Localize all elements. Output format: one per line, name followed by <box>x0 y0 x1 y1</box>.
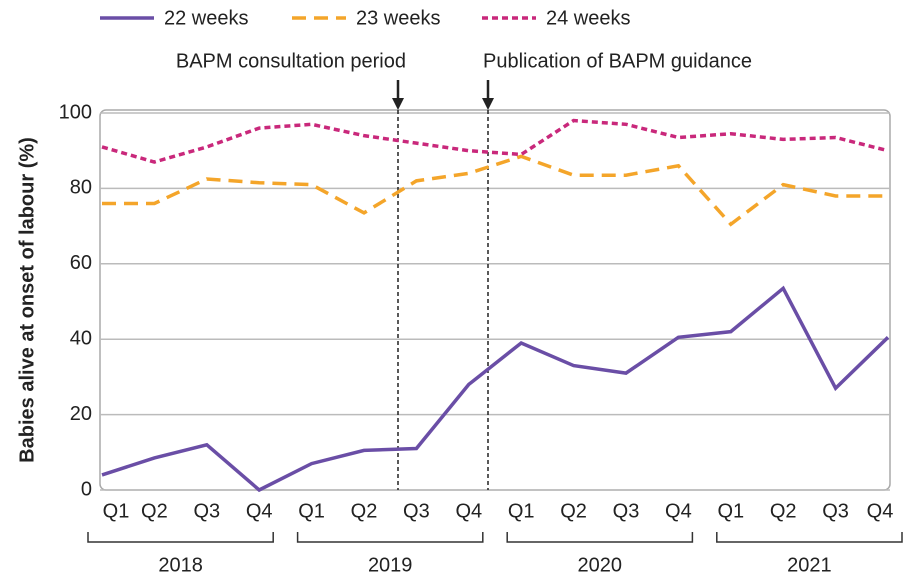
x-tick-label: Q1 <box>717 500 744 522</box>
y-tick-label: 80 <box>70 177 92 199</box>
x-tick-label: Q4 <box>246 500 273 522</box>
arrow-head <box>482 98 494 110</box>
legend-label: 23 weeks <box>356 7 441 29</box>
x-tick-label: Q1 <box>508 500 535 522</box>
y-tick-label: 20 <box>70 403 92 425</box>
series-line <box>101 118 889 164</box>
legend-label: 24 weeks <box>546 7 631 29</box>
year-bracket <box>87 532 274 543</box>
y-tick-label: 0 <box>81 478 92 500</box>
year-bracket <box>296 532 484 543</box>
year-label: 2021 <box>787 554 832 576</box>
y-tick-label: 60 <box>70 252 92 274</box>
x-tick-label: Q1 <box>298 500 325 522</box>
year-label: 2019 <box>368 554 413 576</box>
x-tick-label: Q2 <box>351 500 378 522</box>
series-line <box>101 285 890 493</box>
annotation: Publication of BAPM guidance <box>483 50 752 72</box>
x-tick-label: Q2 <box>141 500 168 522</box>
x-tick-label: Q1 <box>103 500 130 522</box>
arrow-head <box>392 98 404 110</box>
x-tick-label: Q4 <box>665 500 692 522</box>
x-tick-label: Q2 <box>560 500 587 522</box>
x-tick-label: Q3 <box>613 500 640 522</box>
year-bracket <box>716 532 903 543</box>
y-axis-label: Babies alive at onset of labour (%) <box>16 137 38 463</box>
x-tick-label: Q3 <box>193 500 220 522</box>
legend-label: 22 weeks <box>164 7 249 29</box>
x-tick-label: Q4 <box>455 500 482 522</box>
year-label: 2018 <box>158 554 203 576</box>
annotation: BAPM consultation period <box>176 50 406 72</box>
series-line <box>102 154 888 227</box>
year-label: 2020 <box>578 554 623 576</box>
year-bracket <box>506 532 694 543</box>
x-tick-label: Q4 <box>867 500 894 522</box>
y-tick-label: 40 <box>70 327 92 349</box>
x-tick-label: Q3 <box>822 500 849 522</box>
x-tick-label: Q3 <box>403 500 430 522</box>
x-tick-label: Q2 <box>770 500 797 522</box>
y-tick-label: 100 <box>59 101 92 123</box>
